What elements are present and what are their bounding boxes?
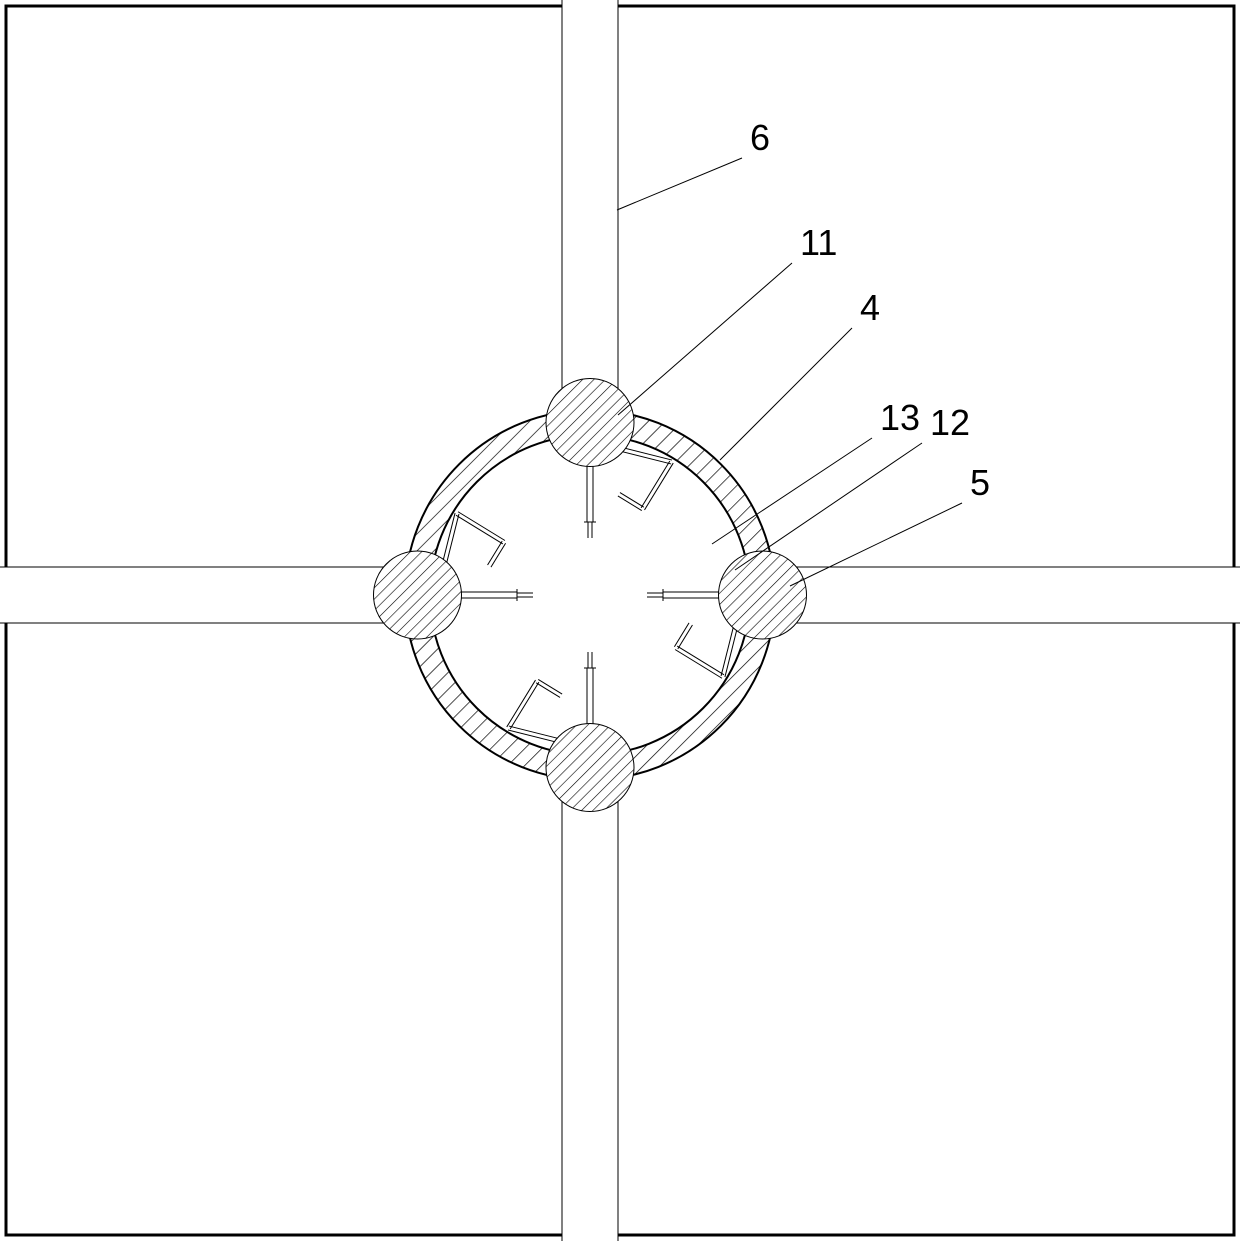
callout-label: 12 (930, 402, 970, 443)
callout-label: 4 (860, 287, 880, 328)
callout-label: 6 (750, 117, 770, 158)
mechanism (0, 0, 1240, 1241)
knob (546, 724, 634, 812)
leader-line (735, 443, 922, 570)
diagram-svg: 6 11 4 13125 (0, 0, 1240, 1241)
callout-label: 5 (970, 462, 990, 503)
leader-line (617, 158, 742, 210)
callout-label: 11 (800, 222, 837, 263)
callout-label: 13 (880, 397, 920, 438)
arm (750, 567, 1240, 623)
knob (374, 551, 462, 639)
arm (562, 755, 618, 1241)
arm (562, 0, 618, 435)
knob (719, 551, 807, 639)
leader-line (720, 328, 852, 460)
knob (546, 379, 634, 467)
arm (0, 567, 430, 623)
leader-line (618, 263, 792, 415)
ring-inner (430, 435, 750, 755)
